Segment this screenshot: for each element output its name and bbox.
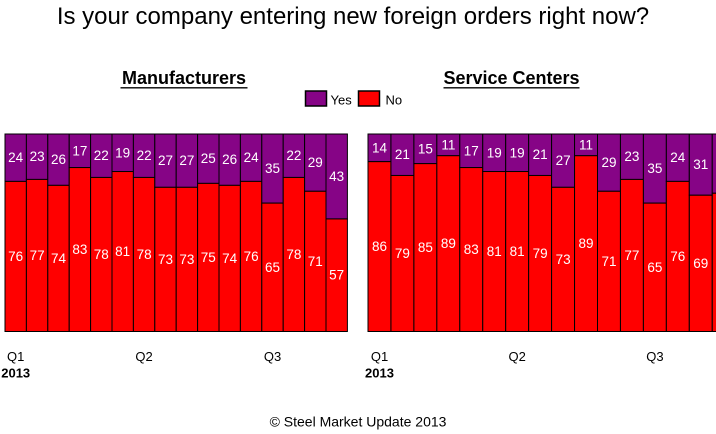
svg-text:11: 11	[579, 137, 593, 152]
svg-text:2013: 2013	[1, 366, 30, 381]
svg-text:Manufacturers: Manufacturers	[122, 68, 246, 88]
svg-text:73: 73	[179, 252, 194, 267]
svg-text:35: 35	[265, 161, 280, 176]
svg-text:86: 86	[372, 239, 387, 254]
svg-text:81: 81	[115, 244, 130, 259]
svg-text:71: 71	[308, 254, 323, 269]
svg-text:73: 73	[556, 252, 571, 267]
svg-text:79: 79	[395, 246, 410, 261]
svg-text:65: 65	[647, 260, 662, 275]
svg-text:77: 77	[624, 248, 639, 263]
svg-text:78: 78	[286, 247, 301, 262]
svg-text:26: 26	[222, 152, 237, 167]
svg-text:27: 27	[179, 153, 194, 168]
svg-text:Q2: Q2	[135, 349, 152, 364]
svg-text:23: 23	[624, 149, 639, 164]
svg-text:29: 29	[308, 155, 323, 170]
svg-text:Service Centers: Service Centers	[443, 68, 579, 88]
svg-text:Yes: Yes	[331, 92, 353, 107]
svg-text:14: 14	[372, 140, 388, 155]
svg-text:73: 73	[158, 252, 173, 267]
svg-text:89: 89	[441, 236, 456, 251]
svg-text:17: 17	[464, 143, 479, 158]
svg-text:22: 22	[286, 148, 301, 163]
svg-text:29: 29	[601, 155, 616, 170]
svg-text:23: 23	[30, 149, 45, 164]
svg-text:75: 75	[201, 250, 216, 265]
svg-text:No: No	[386, 92, 403, 107]
svg-text:© Steel Market Update 2013: © Steel Market Update 2013	[270, 414, 447, 430]
svg-text:24: 24	[8, 150, 24, 165]
svg-text:19: 19	[115, 145, 130, 160]
svg-text:2013: 2013	[365, 366, 394, 381]
svg-text:69: 69	[693, 256, 708, 271]
svg-text:Q1: Q1	[7, 349, 24, 364]
svg-text:25: 25	[201, 151, 216, 166]
svg-text:74: 74	[51, 251, 67, 266]
svg-text:76: 76	[244, 249, 259, 264]
svg-text:43: 43	[329, 169, 344, 184]
svg-text:27: 27	[158, 153, 173, 168]
svg-text:Q3: Q3	[264, 349, 281, 364]
svg-text:27: 27	[556, 153, 571, 168]
svg-text:85: 85	[418, 240, 433, 255]
svg-text:24: 24	[670, 150, 686, 165]
svg-text:21: 21	[395, 147, 410, 162]
svg-text:57: 57	[329, 268, 344, 283]
svg-text:71: 71	[601, 254, 616, 269]
svg-text:19: 19	[487, 145, 502, 160]
svg-text:83: 83	[464, 242, 479, 257]
svg-text:15: 15	[418, 141, 433, 156]
svg-text:35: 35	[647, 161, 662, 176]
svg-text:Q3: Q3	[646, 349, 663, 364]
svg-text:77: 77	[30, 248, 45, 263]
svg-text:76: 76	[8, 249, 23, 264]
svg-text:26: 26	[51, 152, 66, 167]
svg-text:65: 65	[265, 260, 280, 275]
svg-text:Q1: Q1	[371, 349, 388, 364]
svg-text:11: 11	[441, 137, 455, 152]
svg-text:24: 24	[244, 150, 260, 165]
svg-text:79: 79	[533, 246, 548, 261]
svg-text:81: 81	[487, 244, 502, 259]
svg-text:83: 83	[72, 242, 87, 257]
svg-text:22: 22	[137, 148, 152, 163]
svg-text:76: 76	[670, 249, 685, 264]
svg-text:89: 89	[579, 236, 594, 251]
svg-text:31: 31	[693, 157, 708, 172]
svg-text:21: 21	[533, 147, 548, 162]
svg-text:81: 81	[510, 244, 525, 259]
svg-text:74: 74	[222, 251, 238, 266]
svg-text:17: 17	[72, 143, 87, 158]
svg-text:Q2: Q2	[509, 349, 526, 364]
svg-text:78: 78	[137, 247, 152, 262]
svg-text:22: 22	[94, 148, 109, 163]
svg-text:19: 19	[510, 145, 525, 160]
svg-text:Is your company entering new f: Is your company entering new foreign ord…	[57, 3, 649, 30]
svg-text:78: 78	[94, 247, 109, 262]
